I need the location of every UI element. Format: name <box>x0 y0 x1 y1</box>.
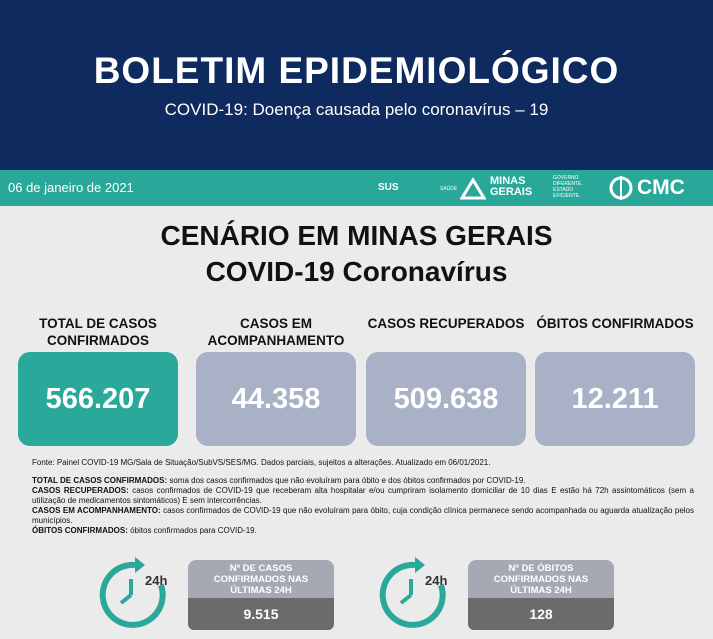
card-value: 566.207 <box>18 352 178 446</box>
logo-cmc: CMC <box>637 176 685 199</box>
date: 06 de janeiro de 2021 <box>8 180 134 195</box>
icon-text: 24h <box>145 573 167 588</box>
definition: ÓBITOS CONFIRMADOS: óbitos confirmados p… <box>32 526 694 536</box>
card-value: 12.211 <box>535 352 695 446</box>
daily-label: Nº DE CASOS CONFIRMADOS NAS ÚLTIMAS 24H <box>188 560 334 598</box>
definitions: TOTAL DE CASOS CONFIRMADOS: soma dos cas… <box>32 476 694 536</box>
daily-value: 9.515 <box>188 598 334 630</box>
logo-saude: SAÚDE <box>440 186 458 192</box>
card-label: CASOS RECUPERADOS <box>367 316 525 331</box>
definition-term: CASOS RECUPERADOS: <box>32 486 129 495</box>
definition-text: óbitos confirmados para COVID-19. <box>130 526 257 535</box>
definition-text: casos confirmados de COVID-19 que recebe… <box>32 486 694 505</box>
card-value: 509.638 <box>366 352 526 446</box>
definition-term: CASOS EM ACOMPANHAMENTO: <box>32 506 161 515</box>
icon-text: 24h <box>425 573 447 588</box>
heading-2: COVID-19 Coronavírus <box>205 256 508 287</box>
clock-icon: 24h <box>379 557 447 628</box>
logo-minas: MINAS GERAIS <box>490 175 533 198</box>
daily-label: Nº DE ÓBITOS CONFIRMADOS NAS ÚLTIMAS 24H <box>468 560 614 598</box>
source: Fonte: Painel COVID-19 MG/Sala de Situaç… <box>32 458 491 467</box>
definition-text: casos confirmados de COVID-19 que não ev… <box>32 506 695 525</box>
definition-term: TOTAL DE CASOS CONFIRMADOS: <box>32 476 168 485</box>
subtitle: COVID-19: Doença causada pelo coronavíru… <box>164 100 549 119</box>
daily-value: 128 <box>468 598 614 630</box>
definition: CASOS EM ACOMPANHAMENTO: casos confirmad… <box>32 506 694 526</box>
card-value: 44.358 <box>196 352 356 446</box>
cmc-icon <box>609 176 633 200</box>
heading-1: CENÁRIO EM MINAS GERAIS <box>160 220 553 251</box>
logo-sus: SUS <box>378 182 399 193</box>
logo-icon <box>460 177 486 200</box>
definition: CASOS RECUPERADOS: casos confirmados de … <box>32 486 694 506</box>
title: BOLETIM EPIDEMIOLÓGICO <box>93 50 620 91</box>
definition-term: ÓBITOS CONFIRMADOS: <box>32 526 128 535</box>
logo-slogan: GOVERNO DIFERENTE. ESTADO EFICIENTE. <box>553 175 583 199</box>
card-label: TOTAL DE CASOS CONFIRMADOS <box>39 316 157 348</box>
definition-text: soma dos casos confirmados que não evolu… <box>169 476 526 485</box>
card-label: CASOS EM ACOMPANHAMENTO <box>207 316 345 348</box>
header: BOLETIM EPIDEMIOLÓGICO COVID-19: Doença … <box>0 0 713 170</box>
info-bar: 06 de janeiro de 2021 SUS SAÚDE MINAS GE… <box>0 170 713 206</box>
definition: TOTAL DE CASOS CONFIRMADOS: soma dos cas… <box>32 476 694 486</box>
clock-icon: 24h <box>99 557 167 628</box>
card-label: ÓBITOS CONFIRMADOS <box>536 316 694 331</box>
